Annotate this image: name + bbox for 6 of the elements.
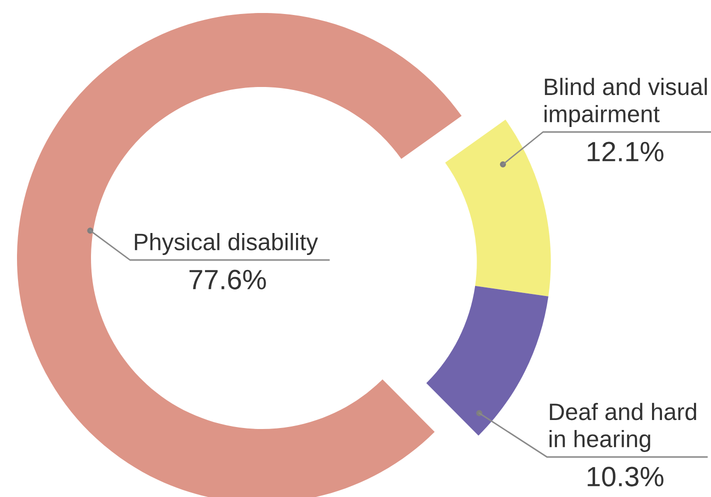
data-label: 10.3% <box>588 466 664 486</box>
slice-label: Deaf and hard in hearing <box>550 402 696 452</box>
slice-label: Physical disability <box>134 232 318 255</box>
data-label: 12.1% <box>588 142 664 162</box>
slice-label: Blind and visual impairment <box>544 78 707 127</box>
data-label: 77.6% <box>190 270 266 290</box>
